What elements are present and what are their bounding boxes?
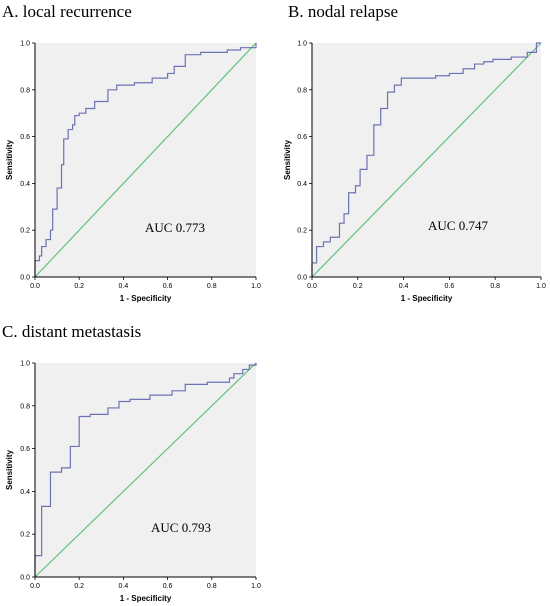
reference-line — [34, 362, 257, 578]
auc-annotation: AUC 0.793 — [151, 520, 211, 535]
x-tick-label: 0.2 — [74, 583, 84, 590]
y-tick-label: 0.2 — [20, 228, 30, 235]
y-tick-label: 0.8 — [297, 87, 307, 94]
y-axis-label: Sensitivity — [5, 449, 14, 490]
y-tick-label: 0.6 — [20, 134, 30, 141]
y-tick-label: 1.0 — [297, 41, 307, 48]
y-tick-label: 0.2 — [20, 532, 30, 539]
roc-curve — [311, 42, 541, 277]
x-tick-label: 0.4 — [399, 283, 409, 290]
x-tick-label: 0.0 — [307, 283, 317, 290]
y-tick-label: 0.0 — [297, 275, 307, 282]
x-tick-label: 1.0 — [251, 283, 261, 290]
y-tick-label: 1.0 — [20, 41, 30, 48]
y-axis-label: Sensitivity — [283, 139, 292, 180]
x-axis-label: 1 - Specificity — [120, 594, 172, 603]
roc-curve — [34, 363, 257, 577]
y-tick-label: 0.8 — [20, 403, 30, 410]
y-tick-label: 1.0 — [20, 361, 30, 368]
x-tick-label: 0.6 — [445, 283, 455, 290]
x-tick-label: 0.2 — [353, 283, 363, 290]
x-tick-label: 0.8 — [490, 283, 500, 290]
y-tick-label: 0.0 — [20, 275, 30, 282]
panel-c-title: C. distant metastasis — [2, 322, 142, 341]
panel-a-title: A. local recurrence — [2, 2, 132, 21]
x-tick-label: 0.2 — [74, 283, 84, 290]
x-tick-label: 0.4 — [119, 583, 129, 590]
roc-curve — [34, 43, 257, 277]
x-tick-label: 0.4 — [119, 283, 129, 290]
roc-chart-local-recurrence: 0.0 0.2 0.4 0.6 0.8 1.0 0.0 0.2 0.4 0.6 0.8 1.0 1 - … — [5, 41, 261, 304]
y-tick-label: 0.8 — [20, 87, 30, 94]
x-tick-label: 1.0 — [536, 283, 546, 290]
roc-chart-distant-metastasis: 0.0 0.2 0.4 0.6 0.8 1.0 0.0 0.2 0.4 0.6 0.8 1.0 1 - … — [5, 361, 261, 604]
x-axis-label: 1 - Specificity — [120, 294, 172, 303]
y-tick-label: 0.4 — [297, 181, 307, 188]
x-tick-label: 0.8 — [207, 283, 217, 290]
x-tick-label: 0.8 — [207, 583, 217, 590]
y-tick-label: 0.6 — [297, 134, 307, 141]
y-tick-label: 0.4 — [20, 181, 30, 188]
x-tick-label: 0.6 — [163, 283, 173, 290]
auc-annotation: AUC 0.747 — [428, 218, 488, 233]
x-tick-label: 0.6 — [163, 583, 173, 590]
y-tick-label: 0.0 — [20, 575, 30, 582]
y-tick-label: 0.6 — [20, 446, 30, 453]
reference-line — [34, 42, 257, 278]
reference-line — [311, 42, 542, 278]
auc-annotation: AUC 0.773 — [145, 220, 205, 235]
x-tick-label: 0.0 — [30, 583, 40, 590]
roc-chart-nodal-relapse: 0.0 0.2 0.4 0.6 0.8 1.0 0.0 0.2 0.4 0.6 0.8 1.0 1 - … — [283, 41, 546, 304]
x-tick-label: 1.0 — [251, 583, 261, 590]
x-axis-label: 1 - Specificity — [401, 294, 453, 303]
y-axis-label: Sensitivity — [5, 139, 14, 180]
panel-b-title: B. nodal relapse — [288, 2, 398, 21]
x-tick-label: 0.0 — [30, 283, 40, 290]
y-tick-label: 0.4 — [20, 489, 30, 496]
y-tick-label: 0.2 — [297, 228, 307, 235]
